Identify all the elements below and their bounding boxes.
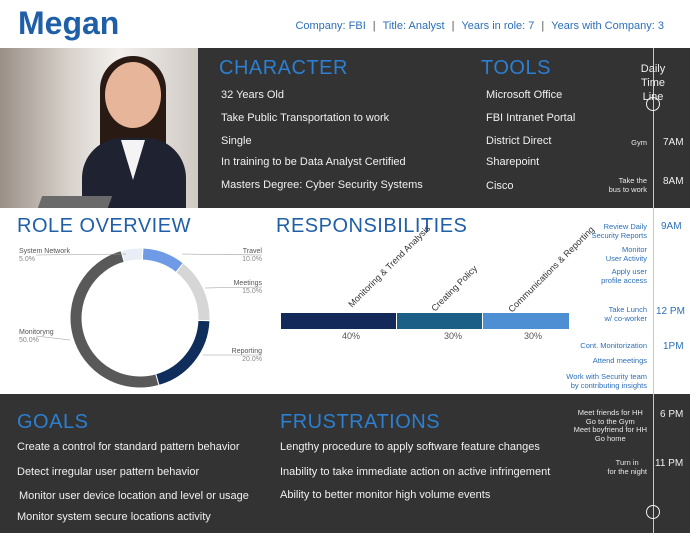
chart-label: Reporting 20.0% (226, 348, 262, 365)
responsibilities-title: RESPONSIBILITIES (276, 215, 468, 237)
frustration-item: Inability to take immediate action on ac… (280, 466, 551, 478)
chart-label: Monitoryng 50.0% (19, 329, 54, 346)
chart-label-value: 5.0% (19, 256, 35, 264)
character-item: 32 Years Old (221, 89, 284, 101)
timeline-time: 9AM (661, 221, 682, 232)
separator: | (451, 20, 455, 32)
responsibilities-bar (281, 313, 570, 329)
tools-item: Sharepoint (486, 156, 540, 168)
timeline-activity: Work with Security team by contributing … (566, 372, 647, 390)
goal-item: Monitor user device location and level o… (19, 490, 249, 502)
tools-item: FBI Intranet Portal (486, 112, 576, 124)
timeline-activity: Take the bus to work (608, 176, 647, 194)
donut-slice-reporting (155, 319, 211, 387)
chart-label-value: 15.0% (242, 288, 262, 296)
timeline-line (653, 48, 654, 533)
goal-item: Detect irregular user pattern behavior (17, 466, 200, 478)
company: Company: FBI (295, 20, 366, 32)
timeline-activity: Meet friends for HH Go to the Gym Meet b… (573, 408, 647, 443)
frustrations-title: FRUSTRATIONS (280, 411, 441, 433)
chart-label-name: Reporting (231, 348, 262, 355)
timeline-end-marker (646, 505, 660, 519)
timeline-time: 1PM (663, 341, 684, 352)
donut-slice-monitoryng (69, 249, 160, 389)
persona-name: Megan (18, 5, 120, 41)
persona-meta: Company: FBI | Title: Analyst | Years in rol… (295, 20, 664, 32)
responsibility-bar-segment (396, 313, 483, 329)
separator: | (541, 20, 545, 32)
persona-photo (0, 48, 198, 208)
timeline-start-marker (646, 97, 660, 111)
donut-slice-meetings (175, 262, 211, 322)
character-item: Single (221, 135, 252, 147)
goals-frustrations-panel (0, 394, 690, 533)
role-overview-title: ROLE OVERVIEW (17, 215, 191, 237)
chart-label: System Network 5.0% (19, 248, 70, 265)
chart-label-value: 10.0% (242, 256, 262, 264)
timeline-activity: Monitor User Activity (605, 245, 647, 263)
goal-item: Monitor system secure locations activity (17, 511, 211, 523)
frustration-item: Ability to better monitor high volume ev… (280, 489, 491, 501)
timeline-time: 8AM (663, 176, 684, 187)
responsibility-bar-segment (281, 313, 396, 329)
goal-item: Create a control for standard pattern be… (17, 441, 240, 453)
responsibility-bar-segment (483, 313, 569, 329)
timeline-time: 7AM (663, 137, 684, 148)
character-item: In training to be Data Analyst Certified (221, 156, 406, 168)
donut-slice-system-network (120, 247, 144, 263)
chart-label-name: Travel (242, 248, 262, 255)
tools-item: Cisco (486, 180, 514, 192)
goals-title: GOALS (17, 411, 89, 433)
frustration-item: Lengthy procedure to apply software feat… (280, 441, 540, 453)
timeline-activity: Take Lunch w/ co-worker (604, 305, 647, 323)
responsibility-pct: 30% (444, 331, 463, 341)
responsibility-pct: 40% (342, 331, 361, 341)
timeline-time: 11 PM (655, 458, 684, 469)
role-overview-donut-chart (69, 247, 211, 389)
donut-slice-travel (141, 247, 185, 274)
job-title: Title: Analyst (382, 20, 445, 32)
years-with-company: Years with Company: 3 (551, 20, 664, 32)
timeline-time: 12 PM (656, 306, 685, 317)
tools-item: Microsoft Office (486, 89, 563, 101)
responsibility-pct: 30% (524, 331, 543, 341)
tools-title: TOOLS (481, 57, 551, 79)
timeline-time: 6 PM (660, 409, 684, 420)
chart-label-name: Monitoryng (19, 329, 54, 336)
chart-label: Meetings 15.0% (226, 280, 262, 297)
separator: | (372, 20, 376, 32)
chart-label: Travel 10.0% (230, 248, 262, 265)
chart-label-value: 50.0% (19, 337, 39, 345)
chart-label-value: 20.0% (242, 356, 262, 364)
timeline-activity: Cont. Monitorization (580, 341, 647, 350)
chart-label-name: Meetings (233, 280, 262, 287)
role-responsibilities-panel (0, 208, 690, 394)
tools-item: District Direct (486, 135, 552, 147)
character-title: CHARACTER (219, 57, 348, 79)
timeline-title-line: Daily (640, 63, 666, 75)
character-item: Masters Degree: Cyber Security Systems (221, 179, 423, 191)
timeline-activity: Attend meetings (592, 356, 647, 365)
timeline-activity: Gym (631, 138, 647, 147)
character-item: Take Public Transportation to work (221, 112, 390, 124)
timeline-activity: Apply user profile access (601, 267, 647, 285)
years-in-role: Years in role: 7 (461, 20, 535, 32)
timeline-activity: Review Daily Security Reports (591, 222, 647, 240)
chart-label-name: System Network (19, 248, 70, 255)
timeline-activity: Turn in for the night (607, 458, 647, 476)
header: Megan Company: FBI | Title: Analyst | Years … (0, 0, 690, 48)
